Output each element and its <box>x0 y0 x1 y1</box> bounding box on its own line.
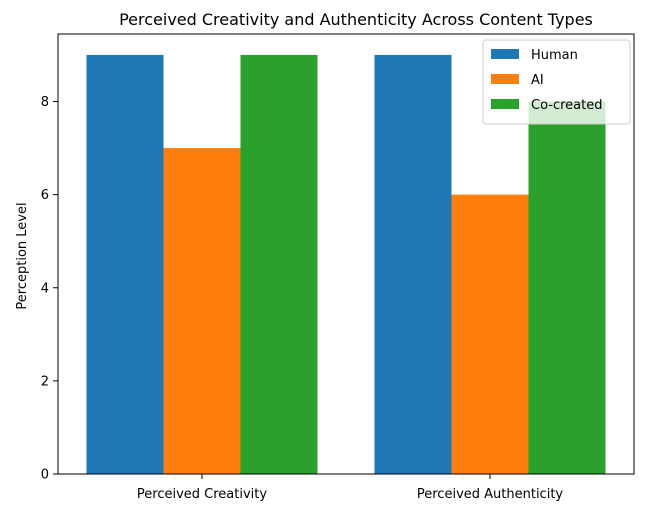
y-tick-label: 8 <box>41 95 49 110</box>
legend-frame <box>482 39 631 125</box>
x-tick-label: Perceived Authenticity <box>417 487 564 502</box>
y-tick-label: 4 <box>41 281 49 296</box>
bar-co-created-1 <box>240 54 318 474</box>
bar-ai-2 <box>451 194 529 474</box>
legend-label: Human <box>531 48 578 63</box>
axes-layer <box>57 33 635 475</box>
bar-human-1 <box>86 54 164 474</box>
ticks-layer: 0 2 4 6 8 Perceived Creativity Perceived Authe… <box>41 95 564 502</box>
legend-swatch <box>491 49 519 59</box>
y-tick-label: 6 <box>41 188 49 203</box>
bar-co-created-2 <box>528 101 606 474</box>
legend-swatch <box>491 99 519 109</box>
y-tick-label: 2 <box>41 374 49 389</box>
plot-frame <box>57 33 635 475</box>
bars-layer <box>86 54 606 474</box>
y-tick-label: 0 <box>41 468 49 483</box>
bar-human-2 <box>374 54 452 474</box>
chart-title: Perceived Creativity and Authenticity Ac… <box>119 10 593 29</box>
legend-swatch <box>491 74 519 84</box>
y-axis-label: Perception Level <box>15 202 30 309</box>
x-tick-label: Perceived Creativity <box>137 487 267 502</box>
bar-ai-1 <box>163 148 241 474</box>
legend-label: AI <box>531 73 544 88</box>
legend: Human AI Co-created <box>482 39 631 125</box>
legend-label: Co-created <box>531 98 602 113</box>
